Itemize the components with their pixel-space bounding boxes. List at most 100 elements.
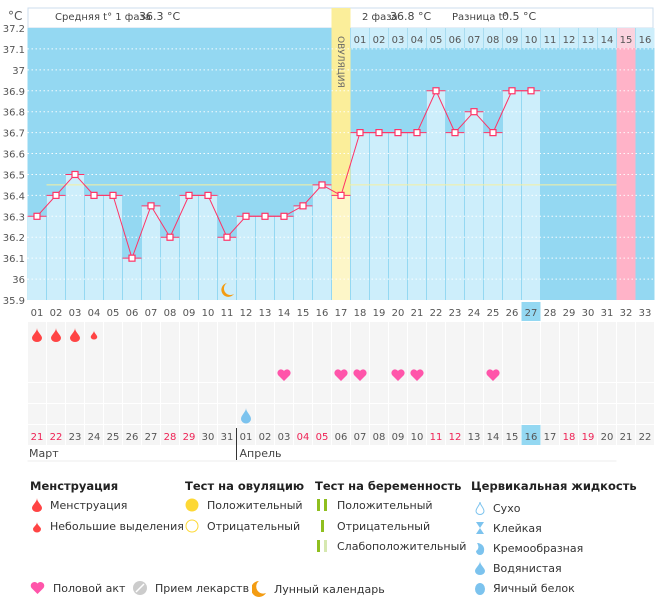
grid-cell [446,342,464,362]
current-day-highlight [521,302,541,321]
grid-cell [541,362,559,382]
grid-cell [484,404,502,424]
phase2-day-label: 07 [468,35,481,46]
calendar-date-label: 12 [449,432,462,443]
grid-cell [28,425,46,445]
grid-cell [47,425,65,445]
grid-cell [541,425,559,445]
grid-cell [294,425,312,445]
heart-icon [353,369,367,381]
empty-drop-icon [475,501,485,515]
temperature-point [90,191,98,199]
grid-cell [313,425,331,445]
grid-cell [522,342,540,362]
calendar-date-label: 11 [430,432,443,443]
calendar-date-label: 15 [506,432,519,443]
month-label: Март [29,447,59,460]
legend-pregnancy-negative: Отрицательный [317,519,430,533]
grid-cell [560,425,578,445]
grid-cell [541,342,559,362]
y-tick-label: 36.4 [3,191,25,202]
calendar-date-label: 21 [620,432,633,443]
grid-cell [294,404,312,424]
y-tick-label: 36.8 [3,108,25,119]
temperature-bar [465,111,483,300]
calendar-date-label: 27 [145,432,158,443]
cycle-day-label: 33 [639,308,652,319]
temperature-point [489,129,497,137]
grid-cell [598,322,616,342]
calendar-date-label: 08 [373,432,386,443]
temperature-point [451,129,459,137]
legend-cervical-dry: Сухо [475,501,520,515]
diff-label: Разница t° [452,12,508,23]
cycle-day-label: 03 [69,308,82,319]
cycle-day-label: 27 [525,308,538,319]
cycle-day-label: 17 [335,308,348,319]
temperature-point [394,129,402,137]
grid-cell [47,383,65,403]
legend-cervical-title: Цервикальная жидкость [471,479,637,493]
grid-cell [142,322,160,342]
legend-lunar: Лунный календарь [252,581,385,597]
grid-cell [123,404,141,424]
calendar-date-label: 24 [88,432,101,443]
y-tick-label: 35.9 [3,296,25,307]
grid-cell [598,404,616,424]
calendar-date-label: 28 [164,432,177,443]
grid-cell [66,362,84,382]
temperature-bar [313,184,331,300]
grid-cell [427,362,445,382]
y-tick-label: 37.2 [3,24,25,35]
heart-icon [486,369,500,381]
y-tick-label: 36.5 [3,170,25,181]
grid-cell [598,362,616,382]
grid-cell [275,425,293,445]
calendar-date-label: 02 [259,432,272,443]
grid-cell [85,362,103,382]
grid-cell [104,404,122,424]
legend-cervical-eggwhite: Яичный белок [475,581,575,595]
temperature-point [413,129,421,137]
grid-cell [237,342,255,362]
grid-cell [427,342,445,362]
phase2-day-label: 04 [411,35,424,46]
grid-cell [199,404,217,424]
grid-cell [598,342,616,362]
menstruation-drop-icon [70,328,80,342]
grid-cell [180,342,198,362]
grid-cell [370,404,388,424]
water-drop-icon [475,561,485,575]
phase2-day-label: 05 [430,35,443,46]
two-lines-icon [317,499,327,511]
grid-cell [237,425,255,445]
temperature-point [223,233,231,241]
calendar-date-label: 25 [107,432,120,443]
grid-cell [503,383,521,403]
grid-cell [161,362,179,382]
grid-cell [465,322,483,342]
spotting-drop-icon [90,330,98,340]
grid-cell [275,342,293,362]
grid-cell [446,404,464,424]
calendar-date-label: 21 [31,432,44,443]
grid-cell [218,342,236,362]
temperature-point [261,212,269,220]
calendar-date-label: 22 [639,432,652,443]
grid-cell [332,342,350,362]
month-label: Апрель [240,447,282,460]
phase2-day-label: 08 [487,35,500,46]
grid-cell [104,425,122,445]
heart-icon [277,369,291,381]
grid-cell [408,404,426,424]
unit-label: °C [8,9,22,23]
diff-value: 0.5 °C [502,10,536,23]
grid-cell [161,342,179,362]
temperature-bar [104,195,122,300]
grid-cell [180,362,198,382]
calendar-date-label: 06 [335,432,348,443]
grid-cell [636,425,654,445]
cycle-day-label: 32 [620,308,633,319]
grid-cell [218,404,236,424]
temperature-point [470,108,478,116]
